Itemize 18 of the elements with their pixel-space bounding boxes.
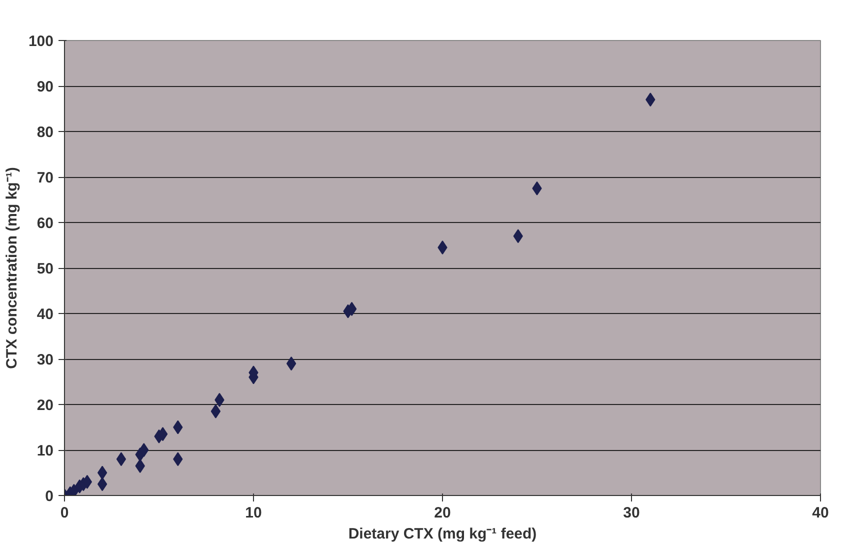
x-axis-title: Dietary CTX (mg kg⁻¹ feed) bbox=[348, 526, 537, 542]
x-tick-label: 30 bbox=[623, 504, 640, 522]
y-tick-label: 60 bbox=[36, 215, 54, 232]
x-tick-label: 10 bbox=[245, 504, 262, 522]
y-tick-label: 70 bbox=[36, 170, 54, 186]
y-tick-label: 20 bbox=[36, 397, 54, 414]
y-tick-label: 50 bbox=[36, 260, 54, 278]
y-tick-label: 0 bbox=[45, 488, 54, 505]
x-tick-label: 20 bbox=[434, 504, 451, 522]
y-tick-label: 40 bbox=[36, 306, 54, 323]
y-tick-label: 10 bbox=[36, 442, 54, 460]
x-tick-label: 40 bbox=[812, 504, 829, 522]
y-tick-label: 30 bbox=[36, 352, 54, 368]
y-tick-label: 100 bbox=[28, 33, 54, 50]
y-axis-title: CTX concentration (mg kg⁻¹) bbox=[3, 167, 20, 369]
y-tick-label: 80 bbox=[36, 124, 54, 141]
x-tick-label: 0 bbox=[60, 504, 69, 522]
y-tick-label: 90 bbox=[36, 78, 54, 96]
